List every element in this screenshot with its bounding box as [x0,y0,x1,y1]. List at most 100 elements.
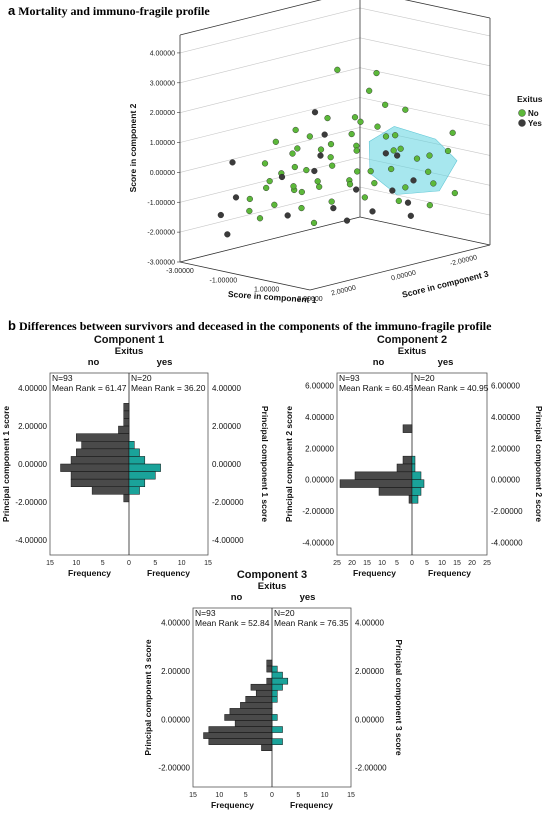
scatter-point-no [294,145,301,152]
scatter-point-no [292,126,299,134]
x-tick-label: 0 [127,560,131,567]
axis-box-edge [179,0,322,36]
x-axis-label-no: Frequency [353,568,396,578]
x-tick-label: 15 [46,560,54,567]
y-axis-label-right: Principal component 3 score [394,639,404,755]
panel-a-letter: a [8,3,16,18]
scatter-point-no [388,165,395,173]
group-rank-no: Mean Rank = 60.45 [339,383,414,393]
scatter-point-no [289,150,296,157]
panel-a-title-text: Mortality and immuno-fragile profile [18,4,210,18]
scatter-point-no [371,180,378,187]
bar-yes [271,677,289,685]
y-tick-label-right: 0.00000 [355,715,384,724]
x-tick-label: 10 [438,560,446,567]
bar-no [402,424,413,433]
bar-yes [271,738,283,745]
scatter-point-no [303,166,310,174]
scatter-point-no [334,66,341,73]
x-tick-label: -1.00000 [210,277,238,284]
y-tick-label-right: 6.00000 [491,382,520,391]
scatter-point-yes [389,187,396,194]
y-tick-label-right: -4.00000 [491,538,523,547]
axis-box-edge [309,244,491,291]
y-tick-label-left: -2.00000 [158,764,190,773]
x-tick-label: 3.00000 [297,296,322,303]
panel-b-title-text: Differences between survivors and deceas… [18,319,492,333]
y-tick-label-left: 0.00000 [305,476,334,485]
x-tick-label: 10 [72,560,80,567]
x-tick-label: 15 [453,560,461,567]
x-tick-label: 1.00000 [254,287,279,294]
y-axis-label-right: Principal component 2 score [534,406,544,522]
y-tick-label-left: 2.00000 [18,422,47,431]
legend-title: Exitus [517,94,543,104]
scatter-point-no [266,178,273,185]
panel-b-letter: b [8,318,16,333]
scatter-point-yes [343,217,351,224]
y-tick-label-right: 2.00000 [355,667,384,676]
scatter-point-no [263,184,270,192]
scatter-point-no [367,168,374,175]
x-axis-label-no: Frequency [211,800,254,810]
scatter-point-yes [330,205,337,212]
group-n-yes: N=20 [414,373,435,383]
scatter-point-yes [382,150,389,157]
scatter-point-no [271,201,278,208]
group-rank-no: Mean Rank = 52.84 [195,618,270,628]
scatter-point-no [451,189,458,197]
bar-no [240,702,273,709]
scatter-point-yes [278,173,286,181]
x-tick-label: 10 [178,560,186,567]
histogram-title: Component 2 [377,334,447,346]
group-n-yes: N=20 [131,373,152,383]
scatter-point-yes [410,177,417,184]
scatter-point-no [298,188,305,196]
y-tick-label: 1.00000 [150,140,175,147]
axis-box-edge [179,216,361,263]
x-tick-label: 15 [189,792,197,799]
x-tick-label: 5 [153,560,157,567]
y-tick-label: 0.00000 [150,170,175,177]
y-tick-label-left: 2.00000 [305,444,334,453]
scatter-point-no [346,181,354,188]
bar-yes [271,696,278,703]
histogram-subtitle: Exitus [258,581,287,592]
group-label-no: no [373,357,385,368]
legend-label-no: No [528,109,539,118]
y-tick-label: -3.00000 [147,260,175,267]
y-tick-label-right: 0.00000 [212,460,241,469]
group-label-yes: yes [438,357,454,368]
scatter-point-no [327,141,335,148]
bar-no [255,689,273,697]
y-tick-label-left: 4.00000 [305,413,334,422]
group-n-no: N=93 [195,608,216,618]
scatter-point-yes [217,211,224,219]
group-label-yes: yes [157,357,173,368]
y-tick-label-right: 0.00000 [491,476,520,485]
legend-marker-no [518,109,526,117]
scatter-point-no [272,138,279,145]
scatter-point-no [246,207,253,215]
histogram-subtitle: Exitus [398,346,427,357]
scatter-point-no [413,155,421,162]
y-tick-label-left: 6.00000 [305,382,334,391]
axis-box-edge [404,0,491,19]
x-tick-label: 10 [378,560,386,567]
bar-no [123,494,130,503]
y-axis-label-right: Principal component 1 score [260,406,270,522]
scatter-point-no [392,132,399,139]
scatter-point-no [426,152,433,159]
scatter-3d-chart: -3.00000 -2.00000 -1.00000 0.00000 1.00000 2.… [128,0,543,305]
y-axis-label-left: Principal component 3 score [143,639,153,755]
axis-box-edge [179,261,311,291]
group-label-no: no [231,592,243,603]
x-tick-label: 15 [363,560,371,567]
scatter-point-no [246,195,253,203]
x-tick-label: 15 [204,560,212,567]
bar-no [224,714,273,721]
bar-no [266,665,273,673]
y-tick-label: -1.00000 [147,200,175,207]
scatter-point-no [430,180,437,187]
x-tick-label: 5 [425,560,429,567]
